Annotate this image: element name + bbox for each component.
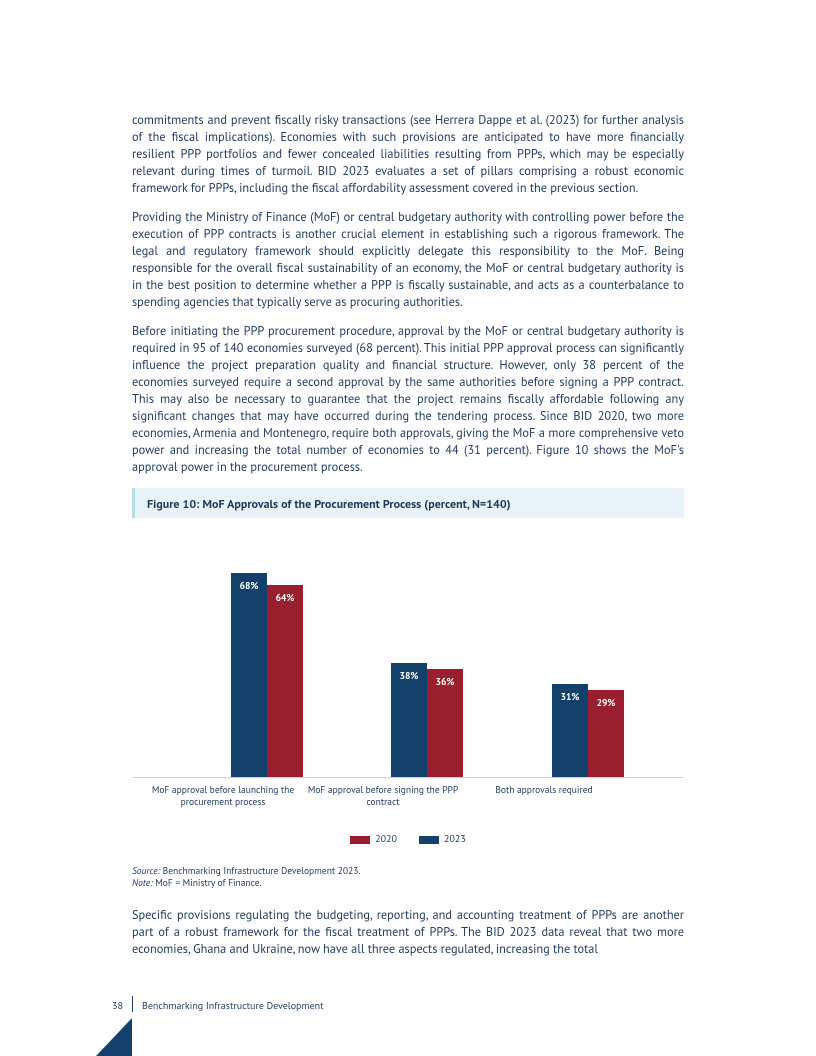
paragraph-1: commitments and prevent fiscally risky t… — [132, 112, 684, 197]
bar-2020: 64% — [267, 585, 303, 777]
bar-value-label: 36% — [427, 675, 463, 688]
x-label-0: MoF approval before launching the procur… — [143, 784, 303, 808]
page-content: commitments and prevent fiscally risky t… — [132, 112, 684, 958]
figure-title: Figure 10: MoF Approvals of the Procurem… — [147, 497, 511, 512]
note-text: MoF = Ministry of Finance. — [153, 876, 262, 889]
legend-item-2020: 2020 — [350, 832, 397, 845]
x-label-1: MoF approval before signing the PPP cont… — [303, 784, 463, 808]
bar-2023: 68% — [231, 573, 267, 777]
bar-chart: 68%64%38%36%31%29% — [132, 532, 684, 778]
bar-value-label: 68% — [231, 579, 267, 592]
x-axis-labels: MoF approval before launching the procur… — [132, 784, 684, 810]
paragraph-3: Before initiating the PPP procurement pr… — [132, 323, 684, 476]
legend-swatch-icon — [350, 836, 370, 844]
bar-value-label: 38% — [391, 669, 427, 682]
legend-label: 2023 — [444, 832, 466, 845]
footer-divider — [132, 996, 133, 1012]
bar-2020: 36% — [427, 669, 463, 777]
bar-2020: 29% — [588, 690, 624, 777]
bar-value-label: 29% — [588, 696, 624, 709]
figure-title-bar: Figure 10: MoF Approvals of the Procurem… — [132, 488, 684, 518]
paragraph-2: Providing the Ministry of Finance (MoF) … — [132, 209, 684, 311]
bar-2023: 38% — [391, 663, 427, 777]
paragraph-4: Specific provisions regulating the budge… — [132, 907, 684, 958]
bar-group-2: 31%29% — [508, 684, 668, 777]
bar-group-1: 38%36% — [347, 663, 507, 777]
note-label: Note: — [132, 876, 153, 889]
bar-value-label: 31% — [552, 690, 588, 703]
page-footer: 38 Benchmarking Infrastructure Developme… — [0, 996, 816, 1056]
footer-title: Benchmarking Infrastructure Development — [142, 999, 324, 1012]
legend-label: 2020 — [375, 832, 397, 845]
footer-decoration-icon — [96, 1018, 132, 1056]
bar-2023: 31% — [552, 684, 588, 777]
page-number: 38 — [112, 999, 123, 1012]
chart-legend: 2020 2023 — [132, 832, 684, 845]
bar-group-0: 68%64% — [187, 573, 347, 777]
figure-source-note: Source: Benchmarking Infrastructure Deve… — [132, 865, 684, 889]
x-label-2: Both approvals required — [464, 784, 624, 796]
legend-swatch-icon — [419, 836, 439, 844]
bar-value-label: 64% — [267, 591, 303, 604]
legend-item-2023: 2023 — [419, 832, 466, 845]
